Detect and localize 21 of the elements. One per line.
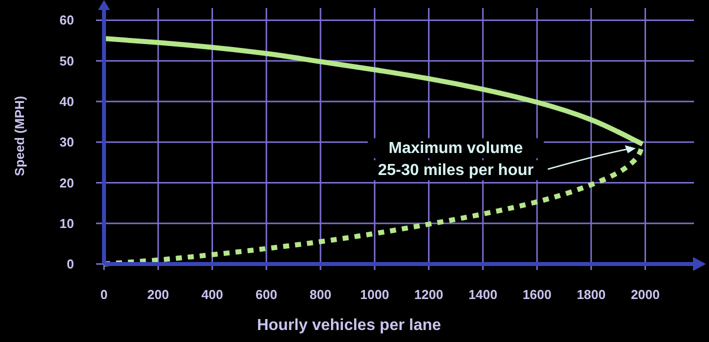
y-axis-title: Speed (MPH) [12,96,27,176]
x-tick-label: 1200 [414,287,444,302]
x-tick-label: 0 [100,287,108,302]
y-tick-label: 60 [60,12,74,28]
y-tick-label: 50 [60,53,74,68]
annotation: Maximum volume 25-30 miles per hour [378,140,534,180]
x-tick-label: 600 [256,287,278,302]
y-tick-label: 20 [60,175,74,190]
x-axis-title: Hourly vehicles per lane [256,317,442,334]
x-tick-label: 1600 [522,287,552,302]
x-tick-label: 1800 [576,287,606,302]
y-tick-label: 30 [60,134,74,150]
x-tick-label: 2000 [630,287,660,302]
y-tick-label: 10 [60,216,74,231]
y-tick-label: 0 [66,256,74,272]
x-tick-label: 1000 [360,287,390,302]
x-tick-label: 800 [310,287,332,302]
x-tick-label: 400 [201,287,224,302]
x-tick-label: 200 [147,287,169,302]
x-tick-label: 1400 [468,287,498,302]
y-tick-label: 40 [60,94,74,110]
